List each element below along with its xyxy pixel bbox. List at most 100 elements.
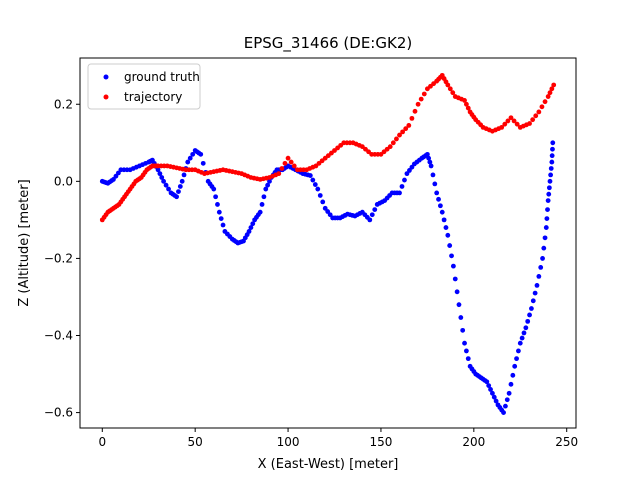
data-point — [176, 189, 181, 195]
data-point — [508, 381, 514, 387]
data-point — [421, 91, 427, 97]
data-point — [490, 390, 495, 396]
series-trajectory — [99, 72, 557, 223]
data-point — [428, 163, 434, 169]
data-point — [499, 124, 505, 130]
data-point — [320, 199, 326, 205]
data-point — [550, 146, 555, 152]
data-point — [257, 209, 263, 215]
data-point — [437, 203, 443, 209]
data-point — [506, 390, 512, 396]
data-point — [548, 166, 554, 171]
data-point — [501, 410, 506, 415]
data-point — [161, 178, 166, 184]
data-point — [216, 209, 222, 215]
data-point — [551, 82, 557, 88]
data-point — [510, 372, 516, 378]
data-point — [291, 163, 297, 169]
data-point — [542, 99, 548, 105]
y-axis-label: Z (Altitude) [meter] — [17, 179, 32, 306]
data-point — [430, 172, 436, 178]
data-point — [521, 330, 527, 336]
data-point — [547, 178, 553, 184]
data-point — [424, 151, 430, 157]
data-point — [544, 216, 550, 221]
data-point — [530, 117, 536, 123]
data-point — [511, 118, 517, 124]
data-point — [508, 115, 514, 121]
data-point — [190, 151, 196, 157]
data-point — [527, 121, 532, 126]
data-point — [439, 209, 445, 215]
data-point — [516, 348, 521, 354]
data-point — [397, 132, 402, 138]
data-point — [399, 184, 405, 189]
data-point — [288, 159, 294, 165]
data-point — [432, 181, 438, 187]
data-point — [540, 256, 545, 261]
data-point — [263, 186, 269, 192]
data-point — [536, 109, 542, 115]
data-point — [452, 276, 458, 282]
data-point — [505, 118, 511, 124]
data-point — [486, 383, 492, 389]
data-point — [543, 225, 549, 230]
data-point — [427, 159, 433, 165]
chart-title: EPSG_31466 (DE:GK2) — [244, 34, 412, 53]
data-point — [525, 318, 531, 324]
data-point — [504, 397, 510, 403]
data-point — [512, 363, 518, 369]
data-point — [426, 155, 432, 161]
data-point — [406, 123, 412, 128]
data-point — [484, 379, 490, 385]
data-point — [387, 144, 393, 150]
data-point — [443, 225, 449, 230]
series-layer — [99, 72, 557, 415]
data-point — [276, 171, 282, 177]
data-point — [523, 325, 529, 331]
data-point — [166, 186, 171, 192]
data-point — [449, 253, 454, 259]
data-point — [397, 190, 402, 196]
data-point — [527, 312, 532, 318]
data-point — [514, 121, 520, 127]
data-point — [390, 140, 396, 146]
data-point — [157, 171, 163, 177]
data-point — [445, 232, 451, 238]
data-point — [519, 335, 525, 341]
data-point — [436, 196, 441, 202]
data-point — [542, 235, 548, 241]
data-point — [155, 167, 161, 173]
data-point — [218, 216, 224, 221]
legend: ground truth trajectory — [87, 63, 201, 110]
legend-box — [87, 63, 201, 110]
data-point — [415, 101, 421, 107]
data-point — [447, 86, 453, 92]
x-tick-label: 250 — [555, 435, 578, 449]
x-tick-label: 150 — [369, 435, 392, 449]
data-point — [462, 340, 467, 346]
data-point — [514, 356, 519, 362]
data-point — [307, 173, 313, 178]
data-point — [246, 229, 252, 234]
data-point — [462, 97, 467, 103]
data-point — [546, 185, 552, 191]
data-point — [187, 155, 193, 161]
data-point — [456, 302, 462, 308]
data-point — [533, 113, 539, 119]
data-point — [402, 177, 407, 183]
x-tick-label: 0 — [98, 435, 106, 449]
data-point — [463, 348, 469, 354]
data-point — [409, 115, 415, 121]
data-point — [177, 184, 183, 189]
data-point — [215, 202, 220, 207]
data-point — [369, 212, 375, 218]
data-point — [548, 172, 554, 178]
data-point — [367, 217, 373, 223]
data-point — [549, 86, 555, 92]
data-point — [261, 194, 267, 200]
data-point — [458, 315, 464, 320]
data-point — [534, 282, 540, 288]
data-point — [502, 121, 508, 127]
y-tick-label: −0.6 — [44, 406, 73, 420]
